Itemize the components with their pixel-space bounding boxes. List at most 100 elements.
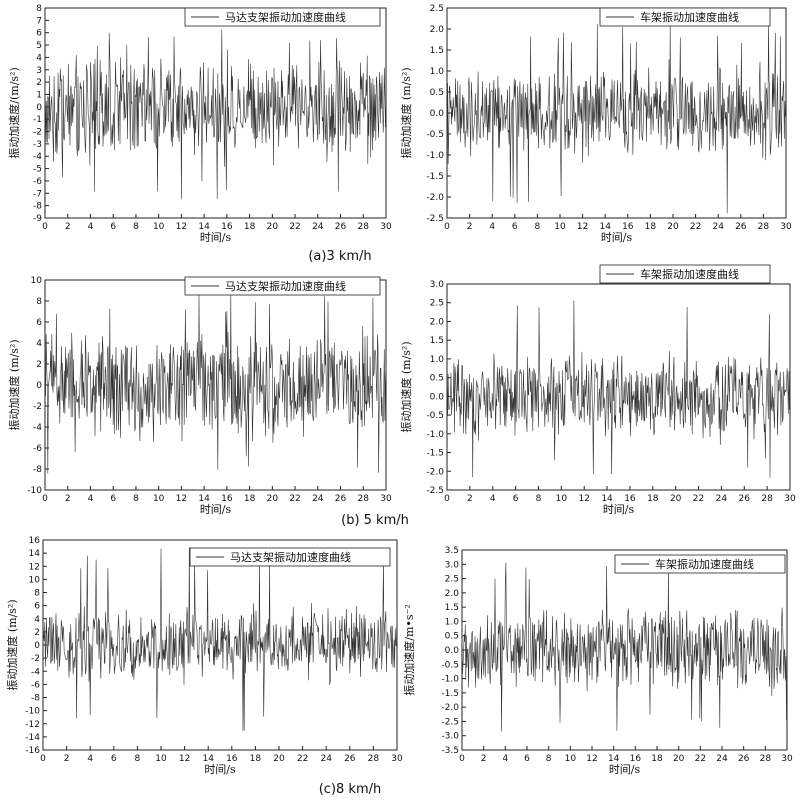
y-tick-label: -6 [31,680,40,690]
x-axis-label: 时间/s [609,763,641,776]
y-tick-label: 6 [36,318,42,328]
x-tick-label: 24 [716,754,728,764]
y-tick-label: -2 [33,128,42,138]
x-tick-label: 20 [267,494,279,504]
y-tick-label: 2 [34,628,40,638]
y-tick-label: 6 [36,29,42,39]
y-tick-label: 0.0 [430,392,445,402]
y-tick-label: -3.5 [441,746,459,756]
x-tick-label: 2 [65,222,71,232]
x-tick-label: 28 [368,754,380,764]
legend-box [599,7,771,27]
caption-a: (a)3 km/h [308,249,371,264]
legend-box [184,276,381,296]
x-tick-label: 18 [645,222,657,232]
y-tick-label: 4 [36,53,42,63]
x-tick-label: 14 [198,222,210,232]
y-tick-label: 0 [36,103,42,113]
x-tick-label: 28 [358,494,370,504]
x-tick-label: 22 [695,754,706,764]
y-axis-label: 振动加速度/(m/s²) [7,67,21,158]
y-tick-label: 2.0 [445,589,460,599]
x-tick-label: 24 [312,222,324,232]
y-tick-label: -14 [25,733,40,743]
y-tick-label: 2 [36,360,42,370]
x-tick-label: 20 [667,222,679,232]
y-tick-label: 1.0 [445,617,460,627]
x-tick-label: 6 [110,222,116,232]
y-tick-label: -8 [33,202,42,212]
x-tick-label: 16 [221,222,233,232]
caption-b: (b) 5 km/h [341,513,409,528]
x-tick-label: 0 [459,754,465,764]
y-tick-label: -1.0 [426,430,444,440]
y-tick-label: 3.0 [445,560,460,570]
x-tick-label: 26 [735,222,747,232]
x-tick-label: 18 [651,754,663,764]
x-tick-label: 4 [489,222,495,232]
y-tick-label: -8 [33,465,42,475]
x-tick-label: 0 [42,494,48,504]
y-tick-label: 8 [36,4,42,14]
y-tick-label: -12 [25,720,40,730]
y-tick-label: -1.0 [426,151,444,161]
chart-2: 2.5 2.0 1.5 1.0 0.5 0.0 -0.5 -1.0 -1.5 -2.0 -2.50 2… [399,4,792,244]
y-tick-label: 12 [29,562,40,572]
x-tick-label: 24 [712,222,724,232]
legend-label: 马达支架振动加速度曲线 [225,279,346,293]
x-tick-label: 20 [273,754,285,764]
y-tick-label: 10 [31,276,43,286]
y-tick-label: -0.5 [441,660,459,670]
y-tick-label: -2.0 [426,467,444,477]
x-tick-label: 12 [179,754,190,764]
y-tick-label: 1.0 [430,67,445,77]
x-tick-label: 10 [153,222,165,232]
x-tick-label: 8 [546,754,552,764]
y-tick-label: 14 [29,549,41,559]
x-tick-label: 0 [42,222,48,232]
x-tick-label: 22 [690,222,701,232]
y-tick-label: 1 [36,90,42,100]
y-tick-label: -2 [31,654,40,664]
caption-c: (c)8 km/h [319,782,382,797]
y-tick-label: 2 [36,78,42,88]
x-tick-label: 18 [244,222,256,232]
y-tick-label: 1.0 [430,355,445,365]
x-tick-label: 10 [155,754,167,764]
y-tick-label: -5 [33,165,42,175]
x-tick-label: 10 [556,494,568,504]
y-tick-label: -4 [33,423,42,433]
x-tick-label: 4 [88,222,94,232]
x-tick-label: 0 [444,494,450,504]
y-tick-label: -4 [33,152,42,162]
y-tick-label: -0.5 [426,130,444,140]
x-tick-label: 10 [153,494,165,504]
x-tick-label: 30 [780,222,792,232]
x-tick-label: 8 [133,494,139,504]
x-tick-label: 14 [599,222,611,232]
y-tick-label: -3 [33,140,42,150]
x-tick-label: 28 [758,222,770,232]
x-tick-label: 26 [738,754,750,764]
x-tick-label: 24 [716,494,728,504]
chart-6: 3.5 3.0 2.5 2.0 1.5 1.0 0.5 0.0 -0.5 -1.0 -1.5 -2.0… [402,546,793,776]
y-tick-label: -2.0 [426,193,444,203]
y-tick-label: -8 [31,694,40,704]
y-tick-label: -2.5 [441,717,459,727]
y-tick-label: 0.5 [430,374,444,384]
series-line [44,29,387,200]
x-tick-label: 30 [781,754,793,764]
legend-label: 马达支架振动加速度曲线 [230,550,351,564]
y-tick-label: -2.0 [441,703,459,713]
series-line [44,292,387,474]
legend-label: 车架振动加速度曲线 [655,557,754,571]
x-tick-label: 26 [335,222,347,232]
y-tick-label: 10 [29,575,41,585]
x-tick-label: 14 [198,494,210,504]
y-tick-label: 2.0 [430,317,445,327]
x-tick-label: 18 [250,754,262,764]
y-tick-label: 0.5 [445,632,459,642]
x-tick-label: 28 [358,222,370,232]
x-tick-label: 2 [65,494,71,504]
